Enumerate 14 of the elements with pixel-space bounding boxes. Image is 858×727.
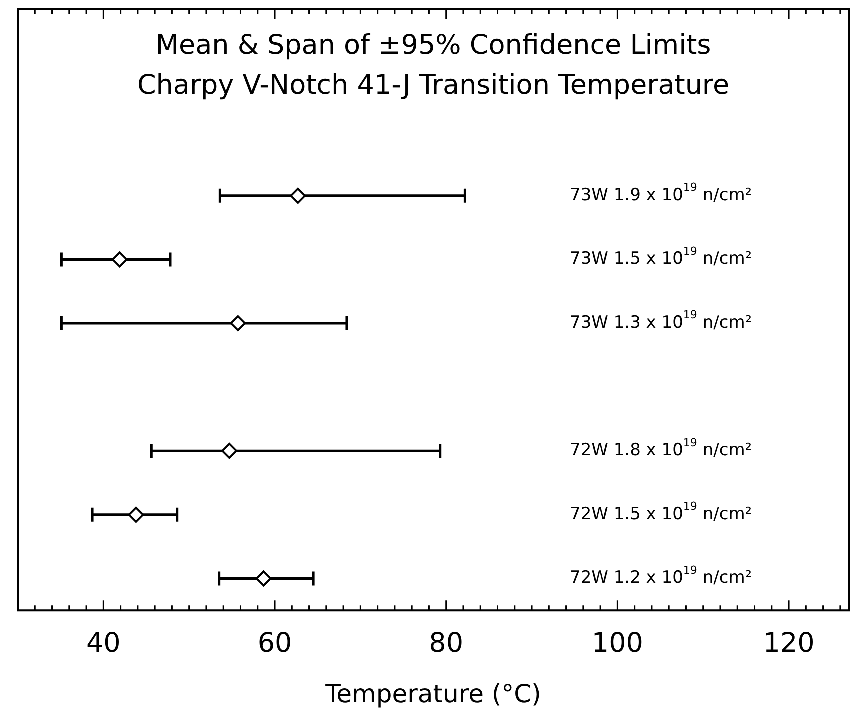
chart-title: Mean & Span of ±95% Confidence Limits (156, 30, 712, 62)
point (290, 188, 306, 204)
x-axis-title: Temperature (°C) (324, 680, 542, 708)
point (112, 252, 128, 268)
point (230, 316, 246, 332)
x-tick-label: 80 (429, 628, 464, 659)
chart-subtitle: Charpy V-Notch 41-J Transition Temperature (137, 70, 730, 102)
point (256, 570, 272, 587)
x-tick-label: 60 (258, 628, 292, 659)
point (128, 506, 144, 523)
x-tick-label: 100 (592, 628, 644, 659)
point (222, 443, 238, 460)
x-tick-label: 40 (86, 628, 121, 659)
x-tick-label: 120 (763, 628, 815, 659)
